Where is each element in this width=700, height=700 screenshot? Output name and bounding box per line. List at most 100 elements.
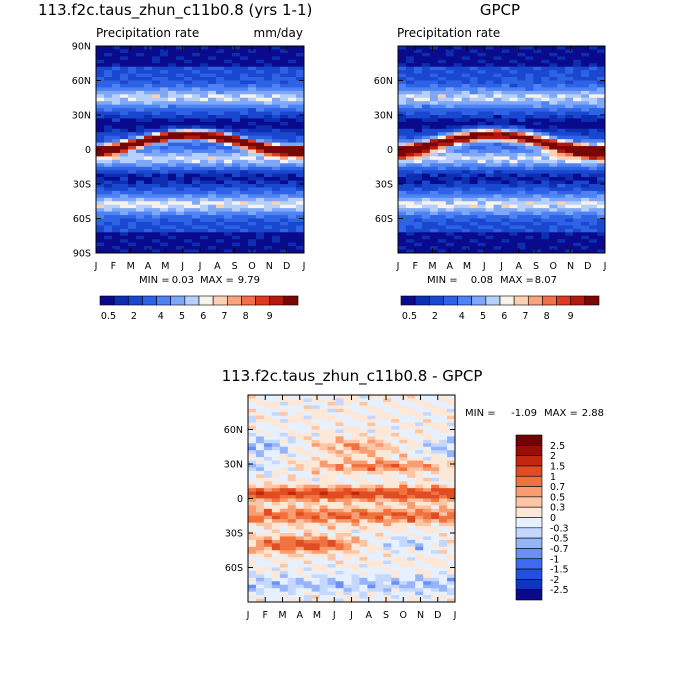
- field-cell: [557, 235, 566, 240]
- field-cell: [184, 94, 193, 99]
- field-cell: [407, 515, 416, 520]
- field-cell: [248, 146, 257, 151]
- field-cell: [367, 439, 376, 444]
- field-cell: [581, 215, 590, 220]
- panel-model-max-value: 9.79: [238, 275, 260, 286]
- field-cell: [413, 156, 423, 161]
- field-cell: [272, 204, 281, 209]
- field-cell: [453, 249, 463, 253]
- field-cell: [224, 128, 233, 133]
- field-cell: [264, 142, 273, 147]
- field-cell: [423, 436, 432, 441]
- colorbar-swatch: [443, 295, 458, 306]
- field-cell: [501, 166, 511, 171]
- field-cell: [399, 467, 408, 472]
- field-cell: [296, 177, 304, 182]
- field-cell: [256, 194, 265, 199]
- field-cell: [469, 125, 479, 130]
- field-cell: [232, 180, 241, 185]
- field-cell: [565, 125, 574, 130]
- field-cell: [445, 77, 455, 82]
- field-cell: [597, 97, 605, 102]
- field-cell: [565, 208, 574, 213]
- field-cell: [351, 533, 361, 538]
- field-cell: [176, 170, 185, 175]
- field-cell: [296, 63, 304, 68]
- field-cell: [429, 87, 439, 92]
- field-cell: [224, 221, 233, 226]
- field-cell: [413, 128, 423, 133]
- field-cell: [437, 77, 447, 82]
- field-cell: [423, 577, 432, 582]
- field-cell: [421, 90, 431, 95]
- colorbar-swatch: [99, 295, 115, 306]
- field-cell: [152, 94, 161, 99]
- field-cell: [383, 546, 392, 551]
- field-cell: [415, 419, 424, 424]
- field-cell: [168, 111, 177, 116]
- field-cell: [112, 190, 121, 195]
- field-cell: [152, 139, 161, 144]
- field-cell: [383, 398, 392, 403]
- field-cell: [168, 66, 177, 71]
- field-cell: [493, 159, 503, 164]
- field-cell: [375, 515, 384, 520]
- field-cell: [517, 235, 526, 240]
- field-cell: [96, 208, 105, 213]
- field-cell: [112, 235, 121, 240]
- field-cell: [224, 194, 233, 199]
- field-cell: [248, 432, 257, 437]
- field-cell: [264, 56, 273, 61]
- field-cell: [343, 474, 353, 479]
- field-cell: [152, 97, 161, 102]
- field-cell: [351, 481, 361, 486]
- field-cell: [557, 184, 566, 189]
- field-cell: [429, 125, 439, 130]
- field-cell: [501, 149, 511, 154]
- field-cell: [399, 450, 408, 455]
- field-cell: [208, 201, 217, 206]
- field-cell: [485, 215, 495, 220]
- field-cell: [271, 522, 281, 527]
- field-cell: [271, 577, 281, 582]
- field-cell: [327, 595, 337, 600]
- field-cell: [104, 225, 113, 230]
- field-cell: [477, 49, 487, 54]
- field-cell: [485, 194, 495, 199]
- field-cell: [216, 190, 225, 195]
- field-cell: [160, 156, 169, 161]
- field-cell: [581, 246, 590, 251]
- field-cell: [176, 152, 185, 157]
- field-cell: [447, 546, 455, 551]
- field-cell: [224, 59, 233, 64]
- field-cell: [248, 584, 257, 589]
- field-cell: [421, 146, 431, 151]
- field-cell: [453, 83, 463, 88]
- field-cell: [335, 577, 345, 582]
- field-cell: [383, 470, 392, 475]
- field-cell: [407, 550, 416, 555]
- field-cell: [335, 574, 345, 579]
- field-cell: [232, 115, 241, 120]
- field-cell: [398, 180, 407, 185]
- field-cell: [431, 588, 440, 593]
- field-cell: [319, 484, 329, 489]
- field-cell: [208, 211, 217, 216]
- field-cell: [453, 73, 463, 78]
- field-cell: [477, 156, 487, 161]
- field-cell: [469, 56, 479, 61]
- field-cell: [272, 77, 281, 82]
- field-cell: [232, 184, 241, 189]
- field-cell: [216, 115, 225, 120]
- field-cell: [477, 139, 487, 144]
- field-cell: [272, 159, 281, 164]
- field-cell: [279, 543, 289, 548]
- field-cell: [501, 108, 511, 113]
- field-cell: [413, 118, 423, 123]
- y-tick-label: 60N: [374, 76, 393, 87]
- field-cell: [391, 505, 400, 510]
- field-cell: [168, 215, 177, 220]
- field-cell: [280, 249, 289, 253]
- field-cell: [311, 412, 321, 417]
- field-cell: [461, 56, 471, 61]
